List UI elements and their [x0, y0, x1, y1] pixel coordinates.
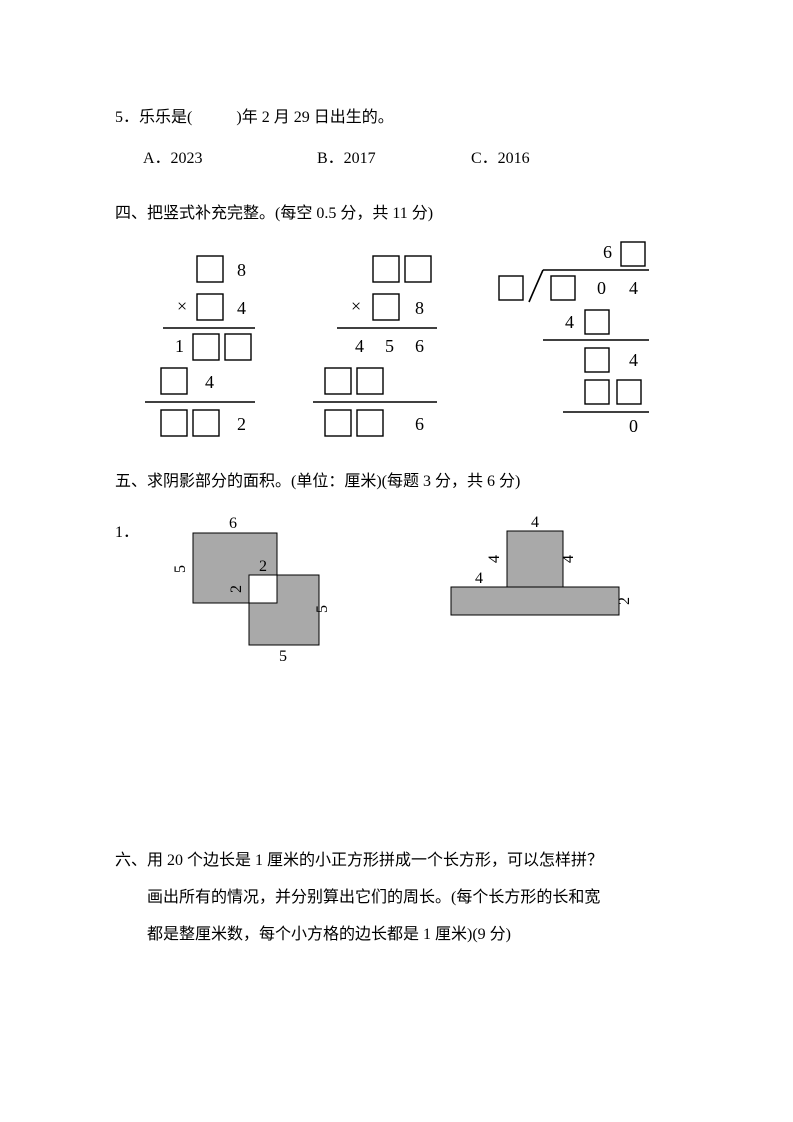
section6-line2: 画出所有的情况，并分别算出它们的周长。(每个长方形的长和宽 — [115, 880, 698, 917]
fig2-lbl-left: 4 — [475, 570, 483, 587]
page: 5．乐乐是( )年 2 月 29 日出生的。 A．2023 B．2017 C．20… — [0, 0, 793, 1122]
vmath-problem-1: 8 × 4 1 4 2 — [135, 250, 285, 450]
area-figures: 6 5 2 2 5 5 — [163, 513, 643, 683]
q5-after: )年 2 月 29 日出生的。 — [236, 109, 393, 126]
vm2-d-r3c2: 6 — [415, 336, 424, 356]
fig1-lbl-top: 6 — [229, 515, 237, 532]
fig1-lbl-bottom: 5 — [279, 648, 287, 665]
vmath-problem-3: 6 0 4 4 4 — [489, 240, 659, 450]
fig2-lbl-baseright: 2 — [616, 597, 633, 605]
fig2-lbl-upleft: 4 — [486, 555, 503, 563]
vm3-q0: 6 — [603, 242, 612, 262]
svg-text:×: × — [177, 296, 187, 316]
fig2-lbl-top: 4 — [531, 514, 539, 531]
vm1-d-r2c2: 4 — [237, 298, 246, 318]
vmath2-svg: × 8 4 5 6 6 — [307, 250, 467, 450]
section6-line3: 都是整厘米数，每个小方格的边长都是 1 厘米)(9 分) — [115, 917, 698, 954]
vertical-math-row: 8 × 4 1 4 2 — [135, 240, 698, 450]
section5-item1-number: 1． — [115, 515, 139, 552]
fig1-lbl-midleft: 2 — [228, 585, 245, 593]
vm2-d-r2c2: 8 — [415, 298, 424, 318]
q5-before: 乐乐是( — [139, 109, 192, 126]
section4-title: 四、把竖式补充完整。(每空 0.5 分，共 11 分) — [115, 196, 698, 233]
vm2-d-r3c0: 4 — [355, 336, 364, 356]
q5-line: 5．乐乐是( )年 2 月 29 日出生的。 — [115, 100, 698, 137]
vm3-s0: 4 — [565, 312, 574, 332]
q5-number: 5． — [115, 109, 139, 126]
area-fig-1: 6 5 2 2 5 5 — [163, 513, 363, 683]
vm2-d-r3c1: 5 — [385, 336, 394, 356]
vm3-d2: 4 — [629, 278, 638, 298]
area-fig-2: 4 4 4 4 2 — [433, 513, 643, 683]
fig1-svg: 6 5 2 2 5 5 — [163, 513, 363, 683]
section6: 六、用 20 个边长是 1 厘米的小正方形拼成一个长方形，可以怎样拼？ 画出所有… — [115, 843, 698, 953]
vm1-d-r5c2: 2 — [237, 414, 246, 434]
fig1-lbl-left: 5 — [172, 565, 189, 573]
fig1-lbl-right: 5 — [314, 605, 331, 613]
vm1-d-r1c2: 8 — [237, 260, 246, 280]
vm3-rem: 0 — [629, 416, 638, 436]
q5-option-c: C．2016 — [471, 141, 530, 178]
vmath3-svg: 6 0 4 4 4 — [489, 240, 659, 450]
fig2-svg: 4 4 4 4 2 — [433, 513, 643, 643]
section6-line1: 六、用 20 个边长是 1 厘米的小正方形拼成一个长方形，可以怎样拼？ — [115, 843, 698, 880]
vm3-d1: 0 — [597, 278, 606, 298]
section5-title: 五、求阴影部分的面积。(单位：厘米)(每题 3 分，共 6 分) — [115, 464, 698, 501]
vm1-d-r3c0: 1 — [175, 336, 184, 356]
fig1-lbl-midtop: 2 — [259, 558, 267, 575]
vm1-d-r4c1: 4 — [205, 372, 214, 392]
vmath1-svg: 8 × 4 1 4 2 — [135, 250, 285, 450]
q5-option-b: B．2017 — [317, 141, 467, 178]
q5-option-a: A．2023 — [143, 141, 313, 178]
vmath-problem-2: × 8 4 5 6 6 — [307, 250, 467, 450]
vm2-d-r4c2: 6 — [415, 414, 424, 434]
svg-text:×: × — [351, 296, 361, 316]
fig2-lbl-upright: 4 — [560, 555, 577, 563]
vm3-r1: 4 — [629, 350, 638, 370]
q5-options: A．2023 B．2017 C．2016 — [115, 141, 698, 178]
